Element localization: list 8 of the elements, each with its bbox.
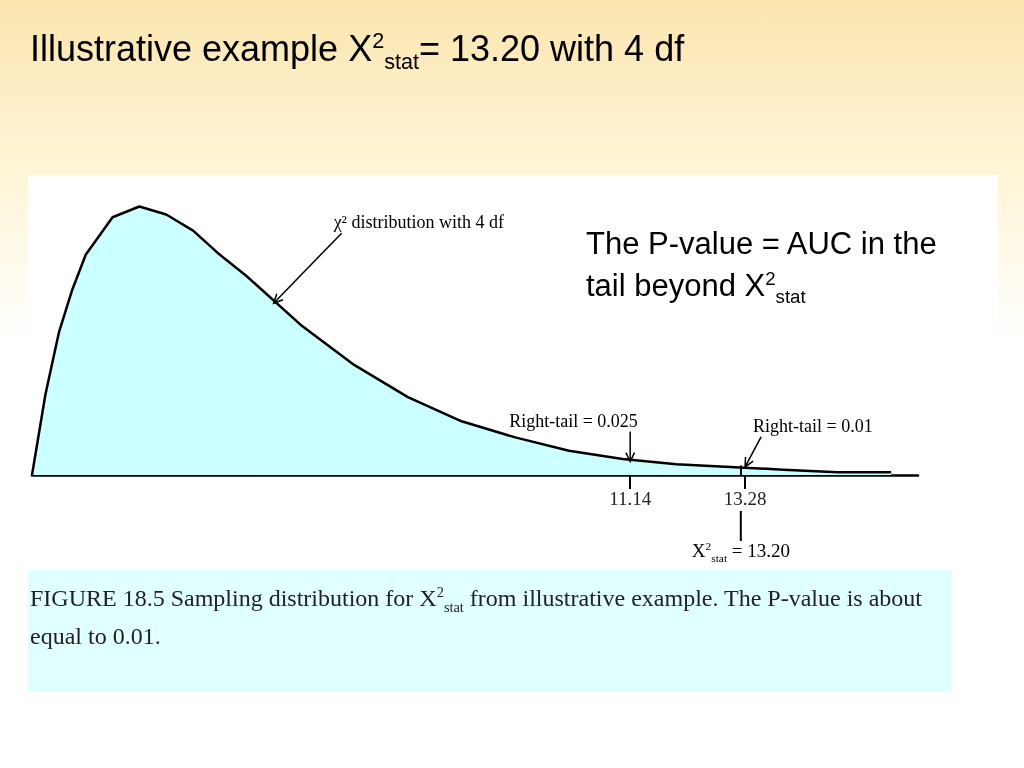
ref-line-label: X$^{2}$$_{stat}$ = 13.20	[691, 540, 791, 565]
x-tick-label: 13.28	[723, 488, 767, 509]
text: FIGURE 18.5 Sampling distribution for X$^{2}$$_{stat}$ from illustrative example. The P-value is about equal to 0.01.	[30, 584, 922, 650]
x-tick-label: 11.14	[609, 488, 652, 509]
annotation: χ² distribution with 4 df	[333, 212, 505, 234]
annotation: Right-tail = 0.025	[509, 410, 638, 432]
chart-title: Illustrative example X$^{2}$$_{stat}$= 13.20 with 4 df	[30, 28, 685, 76]
annotation: Right-tail = 0.01	[753, 415, 873, 437]
